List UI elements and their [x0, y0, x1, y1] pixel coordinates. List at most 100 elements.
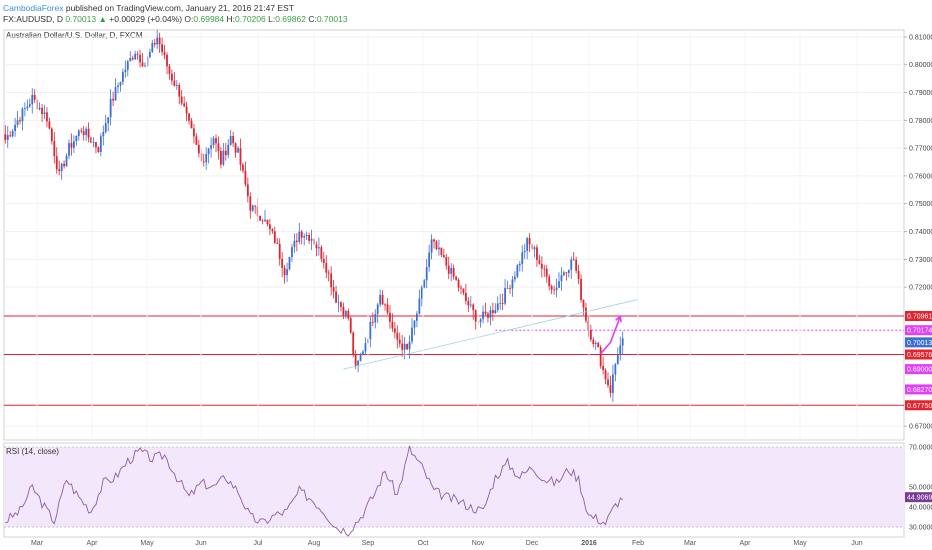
price-change: +0.00029 (+0.04%): [109, 14, 183, 24]
candle-body: [342, 306, 345, 316]
candle-body: [246, 184, 249, 197]
candle-body: [38, 107, 41, 110]
candle-body: [587, 320, 590, 331]
candle-body: [48, 121, 51, 129]
candle-body: [592, 339, 595, 345]
candle-body: [114, 87, 117, 101]
candle-body: [543, 268, 546, 270]
candle-body: [217, 143, 220, 152]
candle-body: [104, 123, 107, 132]
magenta-badge: 0.68270: [907, 387, 932, 394]
magenta-badge-bg: [905, 364, 932, 375]
candle-body: [430, 239, 433, 253]
candle-body: [563, 272, 565, 276]
candle-body: [420, 287, 423, 299]
candle-body: [403, 343, 406, 350]
magenta-badge-bg: [905, 384, 932, 395]
price-axis[interactable]: 0.81000 0.80000 0.79000 0.78000 0.77000 0.760…: [4, 34, 932, 431]
candle-body: [349, 318, 352, 333]
candle-body: [180, 96, 183, 104]
candle-body: [122, 71, 124, 83]
candle-body: [276, 242, 279, 244]
rsi-pane[interactable]: 70.0000 50.0000 40.0000 30.0000 44.9069: [3, 442, 932, 538]
candle-body: [239, 148, 242, 165]
author-link[interactable]: CambodiaForex: [3, 3, 64, 13]
rsi-current-badge-bg: [905, 492, 932, 503]
candle-body: [75, 135, 78, 142]
candle-body: [599, 347, 602, 367]
candle-body: [386, 304, 389, 313]
last-price: 0.70013: [65, 14, 97, 24]
price-tick-label: 0.67000: [909, 424, 932, 431]
candle-body: [220, 151, 222, 165]
candle-body: [43, 112, 46, 115]
time-tick-label: Feb: [632, 540, 644, 547]
candle-body: [295, 240, 298, 242]
candle-body: [526, 238, 529, 251]
candle-body: [19, 120, 21, 122]
level-badge-bg: [905, 349, 932, 360]
candle-body: [455, 276, 457, 280]
candle-body: [364, 343, 367, 352]
drawings[interactable]: [343, 299, 638, 370]
candle-body: [249, 196, 252, 211]
candle-body: [416, 313, 418, 321]
candle-body: [168, 66, 171, 74]
time-tick-label: Jul: [254, 540, 263, 547]
rsi-tick-label: 50.0000: [909, 485, 932, 492]
price-pane-frame: [3, 29, 905, 441]
rsi-tick-label: 30.0000: [909, 525, 932, 532]
price-tick-label: 0.78000: [909, 118, 932, 125]
time-tick-label: Mar: [684, 540, 697, 547]
time-tick-label: Sep: [362, 540, 375, 547]
candle-body: [423, 280, 426, 288]
projection-arrow: [599, 316, 622, 355]
candle-body: [594, 342, 597, 345]
candle-body: [538, 260, 541, 264]
rsi-title: RSI (14, close): [6, 447, 59, 456]
candle-body: [514, 276, 516, 280]
candle-body: [126, 61, 129, 70]
candle-body: [234, 143, 237, 153]
candle-body: [53, 141, 56, 157]
candle-body: [308, 234, 310, 241]
time-tick-label: Nov: [472, 540, 485, 547]
candle-body: [445, 257, 448, 266]
candle-body: [528, 238, 531, 245]
candle-body: [460, 287, 462, 289]
candle-body: [465, 293, 467, 301]
candle-body: [491, 310, 494, 314]
candle-body: [496, 303, 499, 310]
arrow-head-icon: [615, 314, 622, 323]
candle-body: [119, 82, 122, 86]
candle-body: [153, 43, 156, 45]
price-tick-label: 0.75000: [909, 201, 932, 208]
candle-body: [283, 267, 286, 276]
time-tick-label: 2016: [581, 540, 597, 547]
candle-body: [136, 53, 139, 55]
horizontal-levels[interactable]: [4, 315, 904, 406]
time-tick-label: Apr: [87, 540, 99, 547]
candle-body: [384, 304, 386, 306]
low-value: 0.69862: [275, 14, 306, 24]
price-pane[interactable]: [3, 29, 905, 441]
candle-body: [124, 69, 127, 72]
candle-body: [41, 107, 43, 115]
price-badges: 0.70961 0.69576 0.67750 0.70174 0.69000 0.682…: [905, 310, 932, 411]
candle-body: [273, 231, 276, 243]
time-axis[interactable]: Mar Apr May Jun Jul Aug Sep Oct Nov Dec 2016 Feb Mar…: [31, 30, 863, 547]
candle-body: [487, 313, 489, 318]
candle-body: [55, 156, 58, 170]
candle-body: [266, 219, 269, 225]
candle-body: [533, 247, 536, 250]
candle-body: [227, 144, 230, 156]
candle-body: [183, 103, 186, 107]
candle-body: [288, 257, 291, 270]
candle-body: [511, 279, 514, 289]
candle-body: [318, 247, 320, 249]
candle-body: [550, 286, 553, 290]
price-tick-label: 0.73000: [909, 257, 932, 264]
candle-body: [26, 106, 29, 109]
candle-body: [540, 263, 543, 269]
